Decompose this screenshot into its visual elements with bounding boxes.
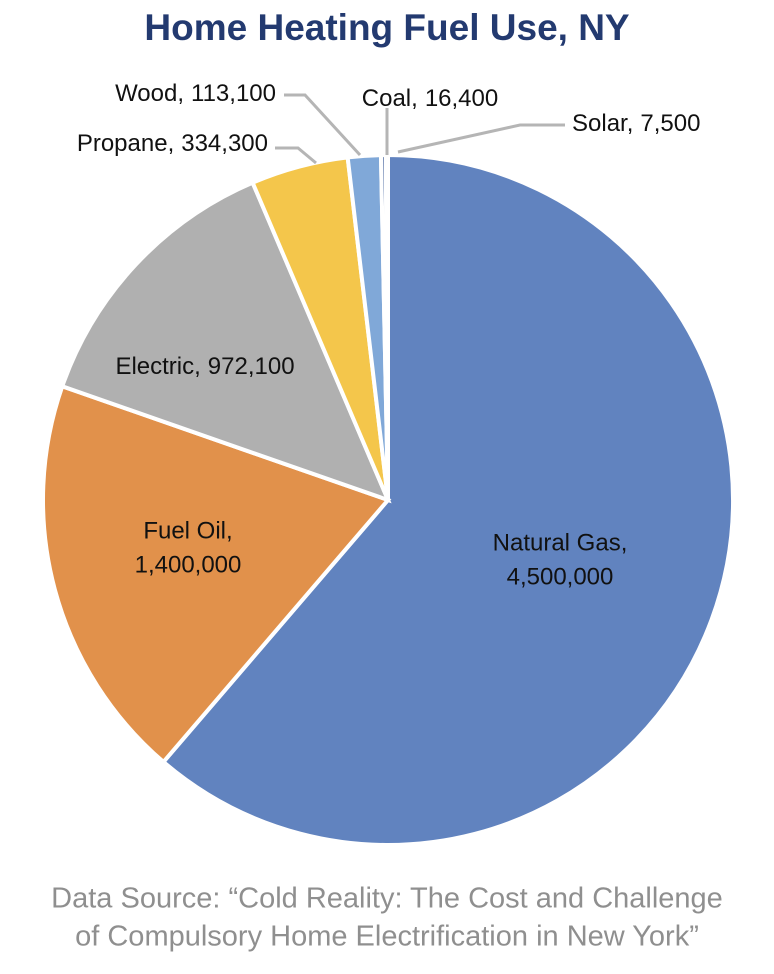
- slice-label: Coal,: [362, 85, 418, 112]
- slice-value: 7,500: [640, 110, 700, 137]
- slice-label: Fuel Oil,: [143, 517, 232, 544]
- leader-line: [275, 146, 317, 165]
- slice-value: 4,500,000: [507, 563, 614, 590]
- slice-label: Natural Gas,: [493, 529, 628, 556]
- slice-label-group: Propane, 334,300: [77, 130, 268, 157]
- slice-value: 16,400: [425, 85, 498, 112]
- slice-label-group: Solar, 7,500: [572, 110, 700, 137]
- slice-value: 1,400,000: [135, 551, 242, 578]
- pie-slice: [41, 383, 392, 765]
- slice-value: 334,300: [181, 130, 268, 157]
- chart-title: Home Heating Fuel Use, NY: [144, 7, 630, 48]
- pie-slice: [383, 152, 390, 501]
- slice-label: Wood,: [115, 80, 184, 107]
- slice-value: 972,100: [208, 353, 295, 380]
- pie-slice: [160, 152, 735, 847]
- slice-value: 113,100: [191, 80, 276, 107]
- slice-label: Solar,: [572, 110, 633, 137]
- source-note: of Compulsory Home Electrification in Ne…: [75, 921, 699, 953]
- slice-label: Electric,: [115, 353, 200, 380]
- source-note: Data Source: “Cold Reality: The Cost and…: [51, 883, 723, 915]
- slice-label-group: Coal, 16,400: [362, 85, 498, 112]
- slice-label: Propane,: [77, 130, 174, 157]
- pie-slice: [59, 180, 392, 504]
- slice-label-group: Wood, 113,100: [115, 80, 276, 107]
- slice-label-group: Electric, 972,100: [115, 353, 294, 380]
- leader-line: [284, 93, 362, 157]
- leader-line: [397, 123, 565, 154]
